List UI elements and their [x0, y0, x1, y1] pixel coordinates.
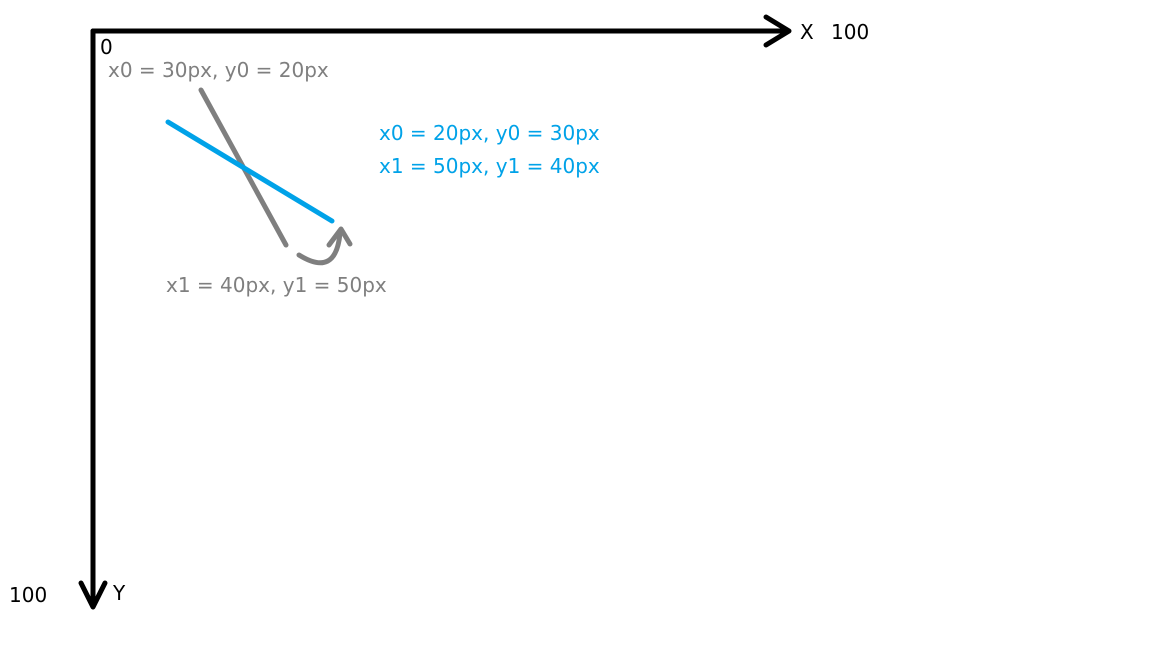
x-axis-name: X	[800, 20, 814, 44]
original-line-end-label: x1 = 40px, y1 = 50px	[166, 273, 387, 297]
x-axis-max-label: 100	[831, 20, 869, 44]
original-line-start-label: x0 = 30px, y0 = 20px	[108, 58, 329, 82]
rotated-line-end-label: x1 = 50px, y1 = 40px	[379, 154, 600, 178]
rotated-line-start-label: x0 = 20px, y0 = 30px	[379, 121, 600, 145]
rotated-line	[165, 119, 335, 224]
rotated-line-group: x0 = 20px, y0 = 30px x1 = 50px, y1 = 40p…	[165, 119, 600, 224]
y-axis-name: Y	[112, 581, 126, 605]
y-axis: Y 100	[9, 28, 126, 610]
original-line-group: x0 = 30px, y0 = 20px x1 = 40px, y1 = 50p…	[108, 58, 387, 297]
curved-arrow-icon	[296, 226, 353, 266]
y-axis-max-label: 100	[9, 583, 47, 607]
x-axis: X 100	[90, 14, 869, 48]
origin-label: 0	[100, 35, 113, 59]
x-axis-arrowhead-icon	[763, 14, 792, 48]
y-axis-arrowhead-icon	[78, 580, 108, 610]
